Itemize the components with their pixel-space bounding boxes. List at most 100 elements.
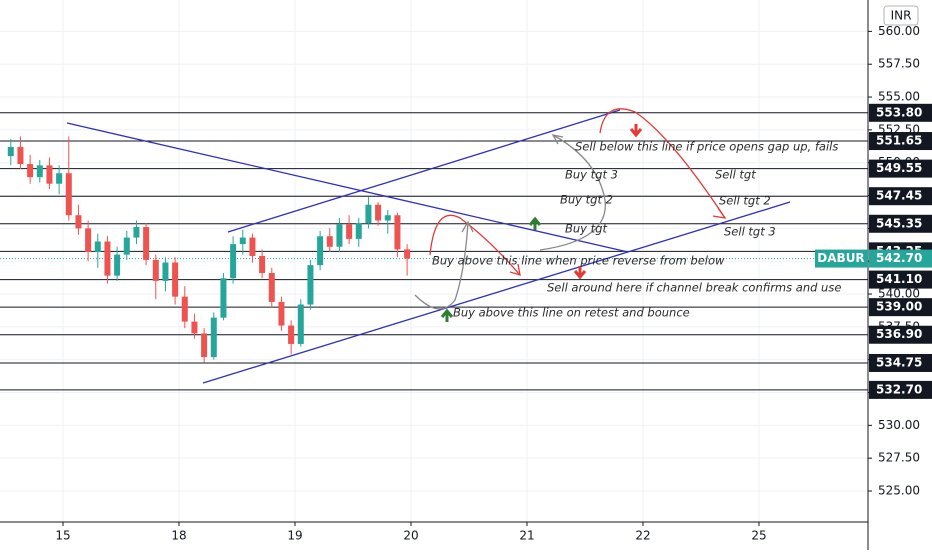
candle-body xyxy=(288,325,295,344)
x-tick-label: 20 xyxy=(403,529,418,543)
x-tick-label: 15 xyxy=(55,529,70,543)
candle-body xyxy=(307,265,314,305)
level-badge xyxy=(869,132,932,151)
price-label: 542.70 xyxy=(876,251,922,265)
candle-body xyxy=(230,244,237,279)
candle-body xyxy=(7,146,14,157)
annotation: Sell tgt 2 xyxy=(719,194,771,208)
candle-body xyxy=(210,317,217,358)
level-label: 545.35 xyxy=(876,216,922,230)
candle-body xyxy=(172,262,179,297)
candle-body xyxy=(375,204,382,221)
currency-label: INR xyxy=(891,9,912,23)
arrow-head xyxy=(461,220,474,233)
annotation: Buy above this line when price reverse f… xyxy=(432,254,725,268)
candle-body xyxy=(65,173,72,216)
candle-body xyxy=(249,237,256,256)
arrow-head xyxy=(551,134,564,145)
candle-body xyxy=(56,173,63,184)
candle-body xyxy=(384,215,391,221)
down-arrow xyxy=(573,266,587,280)
candle-body xyxy=(143,227,150,260)
candle-body xyxy=(17,146,24,165)
candle-body xyxy=(27,164,34,178)
candle-body xyxy=(85,228,92,253)
x-tick-label: 25 xyxy=(751,529,766,543)
arrow-curve xyxy=(429,214,521,276)
y-tick-label: 560.00 xyxy=(878,24,920,38)
level-badge xyxy=(869,325,932,344)
level-label: 536.90 xyxy=(876,327,922,341)
trendline xyxy=(66,122,629,253)
candle-body xyxy=(191,321,198,334)
annotation: Buy tgt xyxy=(565,222,607,236)
candle-body xyxy=(133,227,140,238)
grid xyxy=(0,0,868,522)
arrow-curve xyxy=(539,134,606,251)
candle-body xyxy=(346,224,353,239)
arrow-curve xyxy=(414,221,469,310)
y-tick-label: 525.00 xyxy=(878,484,920,498)
candle-body xyxy=(220,278,227,318)
level-badge xyxy=(869,103,932,122)
annotation: Sell below this line if price opens gap … xyxy=(575,140,838,154)
level-label: 547.45 xyxy=(876,189,922,203)
candle-body xyxy=(36,165,43,178)
symbol-badge xyxy=(815,249,868,268)
arrow-head xyxy=(712,207,727,219)
candle-body xyxy=(152,259,159,281)
candle-body xyxy=(201,333,208,358)
annotation: Sell around here if channel break confir… xyxy=(547,281,841,295)
level-badge xyxy=(869,187,932,206)
symbol-label: DABUR xyxy=(817,251,864,265)
annotation: Sell tgt xyxy=(715,168,756,182)
candle-body xyxy=(114,254,121,276)
candle-body xyxy=(326,236,333,247)
annotation: Buy tgt 3 xyxy=(565,168,618,182)
candle-body xyxy=(75,215,82,229)
candle-body xyxy=(268,273,275,302)
candle-body xyxy=(317,236,324,266)
level-label: 551.65 xyxy=(876,134,922,148)
arrow-curve xyxy=(599,108,726,219)
price-badge xyxy=(869,249,932,268)
candle-body xyxy=(259,255,266,274)
level-badge xyxy=(869,159,932,178)
y-tick-label: 540.00 xyxy=(878,287,920,301)
trendline xyxy=(202,201,791,384)
level-label: 549.55 xyxy=(876,161,922,175)
plot-area: Sell below this line if price opens gap … xyxy=(0,0,868,522)
y-tick-label: 527.50 xyxy=(878,451,920,465)
candle-body xyxy=(123,237,130,255)
level-label: 534.75 xyxy=(876,355,922,369)
candle-body xyxy=(239,237,246,245)
candles xyxy=(7,136,411,363)
candle-body xyxy=(297,304,304,344)
annotation: Buy above this line on retest and bounce xyxy=(453,306,690,320)
level-label: 541.10 xyxy=(876,272,922,286)
candle-body xyxy=(365,204,372,224)
x-tick-label: 21 xyxy=(519,529,534,543)
candle-body xyxy=(404,249,411,259)
x-tick-label: 18 xyxy=(171,529,186,543)
up-arrow xyxy=(440,308,454,322)
candle-body xyxy=(104,241,111,276)
level-badge xyxy=(869,298,932,317)
level-badge xyxy=(869,380,932,399)
axes: 525.00527.50530.00532.50535.00537.50540.… xyxy=(55,5,932,543)
candle-body xyxy=(355,223,362,239)
arrow-head xyxy=(509,263,521,276)
drawings xyxy=(66,108,791,384)
candle-body xyxy=(46,165,53,184)
candle-body xyxy=(181,296,188,322)
x-tick-label: 22 xyxy=(635,529,650,543)
annotations: Sell below this line if price opens gap … xyxy=(432,140,841,320)
level-badge xyxy=(869,270,932,289)
candle-body xyxy=(278,301,285,326)
currency-box xyxy=(883,5,919,26)
up-arrow xyxy=(528,216,542,230)
y-tick-label: 557.50 xyxy=(878,57,920,71)
level-label: 539.00 xyxy=(876,300,922,314)
trendline xyxy=(227,109,621,233)
